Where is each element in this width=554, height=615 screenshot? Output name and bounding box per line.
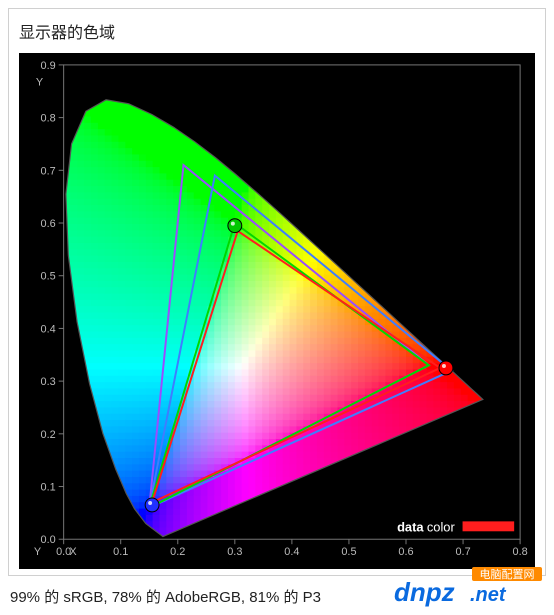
- svg-text:0.9: 0.9: [41, 60, 56, 72]
- svg-text:Y: Y: [34, 546, 42, 558]
- svg-text:0.5: 0.5: [341, 546, 356, 558]
- svg-text:0.8: 0.8: [513, 546, 528, 558]
- svg-text:0.6: 0.6: [398, 546, 413, 558]
- brand-label-thin: color: [427, 519, 456, 534]
- green-primary: [228, 219, 242, 233]
- svg-text:.net: .net: [470, 584, 507, 606]
- svg-text:0.4: 0.4: [284, 546, 299, 558]
- svg-text:0.1: 0.1: [41, 481, 56, 493]
- svg-text:0.5: 0.5: [41, 271, 56, 283]
- svg-text:0.3: 0.3: [227, 546, 242, 558]
- svg-text:0.2: 0.2: [41, 429, 56, 441]
- svg-text:0.8: 0.8: [41, 113, 56, 125]
- chart-svg: 0.00.10.20.30.40.50.60.70.80.00.10.20.30…: [19, 53, 535, 569]
- watermark-logo: dnpz: [394, 577, 455, 607]
- svg-text:0.4: 0.4: [41, 323, 56, 335]
- title: 显示器的色域: [19, 19, 535, 43]
- svg-text:0.0: 0.0: [41, 534, 56, 546]
- svg-text:0.7: 0.7: [455, 546, 470, 558]
- chromaticity-chart: 0.00.10.20.30.40.50.60.70.80.00.10.20.30…: [19, 53, 535, 569]
- svg-text:电脑配置网: 电脑配置网: [480, 568, 535, 581]
- svg-text:0.2: 0.2: [170, 546, 185, 558]
- svg-text:0.7: 0.7: [41, 165, 56, 177]
- blue-primary: [145, 498, 159, 512]
- watermark: 电脑配置网 dnpz .net: [394, 567, 544, 607]
- card: 显示器的色域 0.00.10.20.30.40.50.60.70.80.00.1…: [8, 8, 546, 576]
- red-primary: [439, 361, 453, 375]
- svg-text:X: X: [69, 546, 77, 558]
- svg-text:Y: Y: [36, 76, 44, 88]
- svg-text:0.3: 0.3: [41, 376, 56, 388]
- svg-text:0.6: 0.6: [41, 218, 56, 230]
- brand-label: data: [397, 519, 424, 534]
- svg-text:0.1: 0.1: [113, 546, 128, 558]
